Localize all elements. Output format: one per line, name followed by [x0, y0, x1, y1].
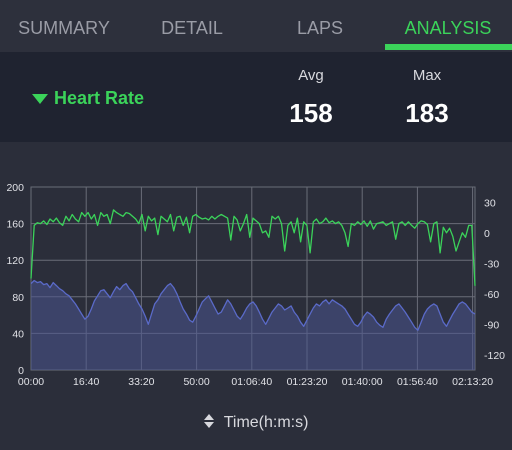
tab-laps[interactable]: LAPS [296, 18, 344, 38]
series-area-fill [31, 280, 475, 370]
x-tick-label: 01:23:20 [287, 376, 328, 388]
summary-panel: Heart Rate Avg 158 Max 183 [0, 52, 512, 142]
max-value: 183 [405, 98, 449, 128]
right-tick-label: -60 [484, 289, 499, 301]
right-tick-label: -30 [484, 258, 499, 270]
up-arrow-icon [203, 414, 214, 420]
x-tick-label: 02:13:20 [452, 376, 493, 388]
left-tick-label: 160 [6, 219, 24, 231]
heart-rate-chart[interactable]: 00:00 16:40 33:20 50:00 01:06:40 01:23:20 01:4… [0, 142, 512, 450]
tab-analysis[interactable]: ANALYSIS [404, 18, 492, 38]
x-tick-label: 01:56:40 [397, 376, 438, 388]
x-tick-label: 01:06:40 [231, 376, 272, 388]
left-tick-label: 120 [6, 255, 24, 267]
left-tick-label: 40 [12, 328, 24, 340]
tab-bar: SUMMARY DETAIL LAPS ANALYSIS [0, 0, 512, 52]
metric-selector[interactable]: Heart Rate [32, 88, 144, 109]
max-label: Max [412, 67, 442, 84]
chart-svg: 00:00 16:40 33:20 50:00 01:06:40 01:23:20 01:4… [6, 182, 505, 388]
secondary-series-line [30, 279, 476, 331]
down-arrow-icon [203, 422, 214, 428]
x-tick-label: 50:00 [183, 376, 209, 388]
tab-summary[interactable]: SUMMARY [18, 18, 110, 38]
triangle-down-icon [32, 93, 48, 104]
x-tick-label: 01:40:00 [342, 376, 383, 388]
active-tab-indicator [385, 44, 512, 50]
avg-value: 158 [289, 98, 333, 128]
x-tick-label: 00:00 [18, 376, 44, 388]
tab-detail[interactable]: DETAIL [161, 18, 223, 38]
up-down-arrows-icon [203, 414, 214, 428]
left-tick-label: 200 [6, 182, 24, 194]
right-tick-label: -120 [484, 350, 505, 362]
right-tick-label: 30 [484, 197, 496, 209]
x-tick-label: 16:40 [73, 376, 99, 388]
avg-label: Avg [298, 67, 324, 84]
heart-rate-line [30, 209, 476, 286]
x-tick-label: 33:20 [128, 376, 154, 388]
x-axis-label: Time(h:m:s) [223, 414, 309, 431]
left-tick-label: 0 [18, 365, 24, 377]
left-tick-label: 80 [12, 292, 24, 304]
right-tick-label: -90 [484, 319, 499, 331]
metric-label: Heart Rate [54, 88, 145, 108]
x-axis-toggle[interactable]: Time(h:m:s) [0, 414, 512, 432]
right-tick-label: 0 [484, 228, 490, 240]
